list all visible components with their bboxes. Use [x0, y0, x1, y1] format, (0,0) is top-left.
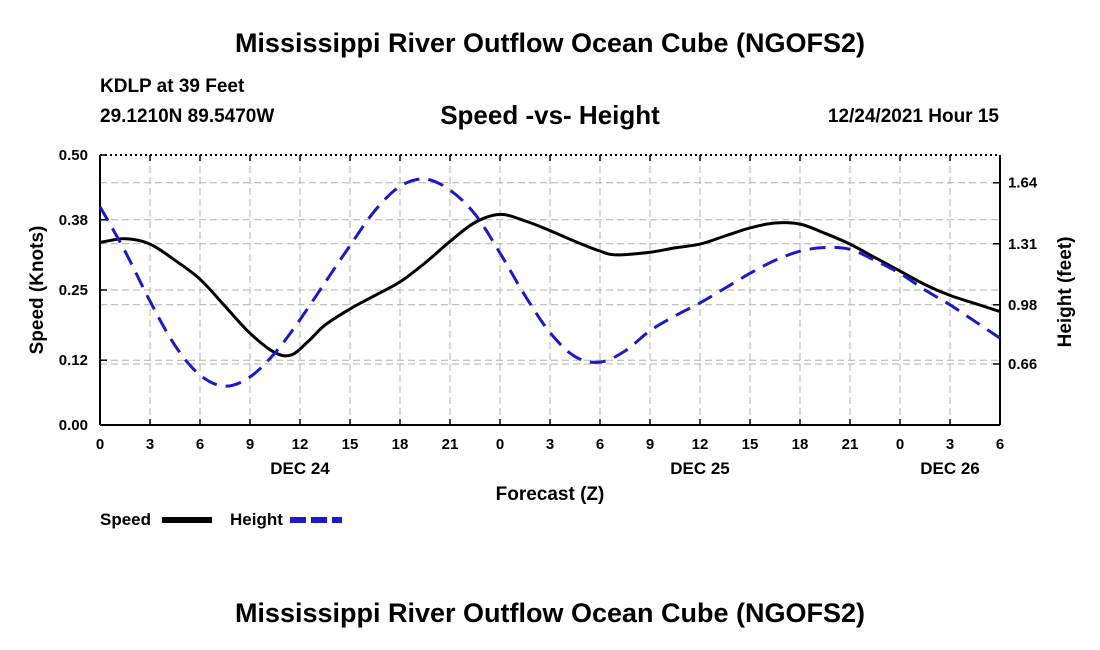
series-line-height	[98, 177, 1001, 388]
y2-tick-label: 1.64	[1008, 175, 1038, 192]
y-tick-label: 0.50	[59, 147, 88, 164]
y-tick-label: 0.12	[59, 352, 88, 369]
chart-subtitle: Speed -vs- Height	[440, 100, 660, 130]
x-tick-label: 0	[496, 436, 504, 453]
x-tick-label: 9	[646, 436, 654, 453]
y-axis-label: Speed (Knots)	[27, 226, 48, 355]
x-tick-label: 18	[792, 436, 809, 453]
y-tick-label: 0.25	[59, 282, 88, 299]
x-tick-label: 0	[896, 436, 904, 453]
series-line-speed	[99, 212, 1001, 358]
y-tick-label: 0.38	[59, 212, 88, 229]
y2-tick-label: 0.98	[1008, 297, 1037, 314]
x-tick-label: 0	[96, 436, 104, 453]
x-tick-label: 3	[546, 436, 554, 453]
x-tick-label: 9	[246, 436, 254, 453]
x-tick-label: 21	[842, 436, 859, 453]
forecast-datetime: 12/24/2021 Hour 15	[827, 106, 999, 127]
x-tick-label: 6	[996, 436, 1004, 453]
date-label: DEC 26	[920, 459, 980, 478]
x-tick-label: 6	[596, 436, 604, 453]
x-tick-label: 18	[392, 436, 409, 453]
x-tick-label: 12	[692, 436, 709, 453]
x-tick-label: 15	[742, 436, 759, 453]
date-label: DEC 25	[670, 459, 730, 478]
station-coordinates: 29.1210N 89.5470W	[100, 106, 275, 127]
x-tick-label: 3	[946, 436, 954, 453]
x-tick-label: 15	[342, 436, 359, 453]
y2-tick-label: 1.31	[1008, 236, 1037, 253]
x-tick-label: 3	[146, 436, 154, 453]
chart-title-top: Mississippi River Outflow Ocean Cube (NG…	[234, 28, 866, 58]
y2-tick-label: 0.66	[1008, 356, 1037, 373]
chart-title-bottom: Mississippi River Outflow Ocean Cube (NG…	[234, 598, 866, 628]
date-label: DEC 24	[270, 459, 330, 478]
station-label: KDLP at 39 Feet	[100, 76, 245, 97]
legend-label-height: Height	[230, 510, 283, 529]
y-tick-label: 0.00	[59, 417, 88, 434]
x-tick-label: 12	[292, 436, 309, 453]
y2-axis-label: Height (feet)	[1055, 237, 1076, 348]
legend-label-speed: Speed	[100, 510, 151, 529]
x-axis-label: Forecast (Z)	[496, 484, 605, 505]
x-tick-label: 6	[196, 436, 204, 453]
x-tick-label: 21	[442, 436, 459, 453]
